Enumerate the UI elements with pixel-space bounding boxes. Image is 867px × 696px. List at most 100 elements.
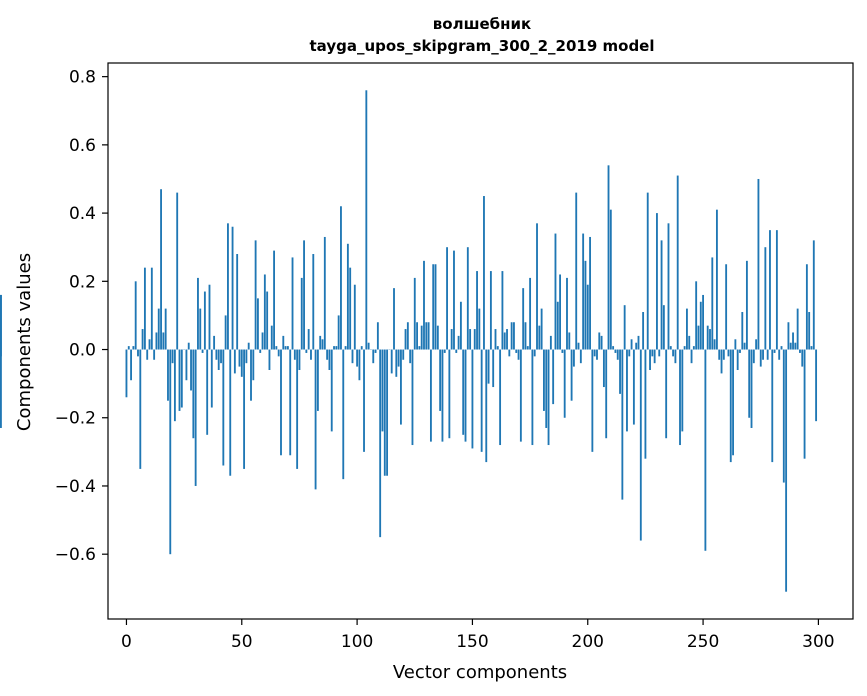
- bar: [349, 267, 352, 350]
- bar: [579, 349, 582, 364]
- bar: [247, 342, 250, 350]
- bar: [222, 349, 225, 466]
- bar: [658, 349, 661, 357]
- bar: [496, 346, 499, 350]
- bar: [346, 243, 349, 350]
- bar: [729, 349, 732, 463]
- bar: [268, 349, 271, 370]
- bar: [245, 349, 248, 364]
- bar: [464, 349, 467, 442]
- bar: [150, 267, 153, 350]
- bar: [780, 346, 783, 350]
- bar: [487, 349, 490, 384]
- bar: [669, 346, 672, 350]
- bar: [665, 349, 668, 439]
- bar: [185, 349, 188, 381]
- bar: [146, 349, 149, 360]
- bar: [381, 349, 384, 432]
- x-tick-label: 0: [121, 632, 132, 652]
- bar: [683, 346, 686, 350]
- bar: [155, 332, 158, 350]
- bar: [739, 349, 741, 353]
- bar: [199, 308, 202, 350]
- bar: [799, 349, 801, 353]
- bar: [462, 349, 465, 435]
- plot-area-frame: [107, 62, 854, 620]
- bar: [676, 175, 679, 350]
- bar: [570, 349, 573, 401]
- bar: [690, 349, 693, 364]
- bar: [312, 254, 315, 350]
- x-axis-ticks: 0 50 100 150 200 250 300: [121, 619, 835, 652]
- x-tick-label: 200: [572, 632, 604, 652]
- bar: [637, 335, 640, 350]
- bar: [644, 349, 647, 459]
- bar: [293, 349, 296, 360]
- bar: [720, 349, 723, 374]
- bar: [229, 349, 232, 476]
- bar: [621, 349, 624, 500]
- bar: [547, 349, 550, 446]
- bar: [169, 349, 172, 555]
- bar: [243, 349, 246, 469]
- bar: [771, 349, 774, 463]
- y-tick-label: 0.0: [69, 341, 96, 361]
- bar: [257, 298, 259, 350]
- bar: [303, 240, 305, 350]
- bar: [443, 349, 446, 353]
- bar: [134, 281, 137, 350]
- bar: [543, 349, 545, 411]
- bar: [351, 349, 354, 364]
- bar: [725, 264, 728, 350]
- bar: [526, 346, 529, 350]
- bar: [732, 349, 734, 456]
- y-tick-label: 0.6: [69, 136, 96, 156]
- bar: [455, 349, 458, 353]
- bar: [787, 322, 790, 350]
- bar: [536, 223, 538, 350]
- bar: [630, 339, 633, 350]
- bar: [132, 346, 135, 350]
- bar: [286, 346, 289, 350]
- bar: [552, 349, 555, 405]
- bar: [300, 277, 303, 350]
- bar: [277, 349, 280, 357]
- bar: [457, 335, 460, 350]
- bar: [160, 189, 162, 350]
- bar: [358, 349, 361, 381]
- bar: [519, 349, 522, 442]
- bar: [227, 223, 229, 350]
- bar: [715, 209, 718, 350]
- bar: [441, 349, 444, 442]
- bar: [704, 349, 707, 551]
- bar: [796, 308, 799, 350]
- bar: [459, 301, 462, 350]
- bar: [596, 349, 598, 360]
- bar: [409, 349, 412, 364]
- bar: [466, 247, 469, 350]
- x-tick-label: 150: [456, 632, 488, 652]
- bar: [254, 240, 257, 350]
- bar: [379, 349, 382, 538]
- bar: [141, 329, 144, 350]
- bar: [785, 349, 788, 592]
- y-tick-label: −0.4: [55, 477, 96, 497]
- bar: [148, 339, 151, 350]
- bar: [584, 260, 587, 350]
- bar: [757, 178, 760, 350]
- bar: [446, 247, 448, 350]
- bar: [812, 240, 815, 350]
- bar: [0, 349, 2, 428]
- bar: [642, 312, 645, 350]
- bar: [722, 349, 725, 360]
- y-tick-label: 0.8: [69, 68, 96, 88]
- bar: [418, 346, 421, 350]
- x-axis-label: Vector components: [393, 662, 567, 683]
- bar: [178, 349, 181, 411]
- bar: [556, 301, 559, 350]
- bar: [316, 349, 319, 411]
- bar: [593, 349, 596, 357]
- bar: [250, 349, 252, 401]
- bar: [194, 349, 197, 486]
- bar: [137, 349, 139, 357]
